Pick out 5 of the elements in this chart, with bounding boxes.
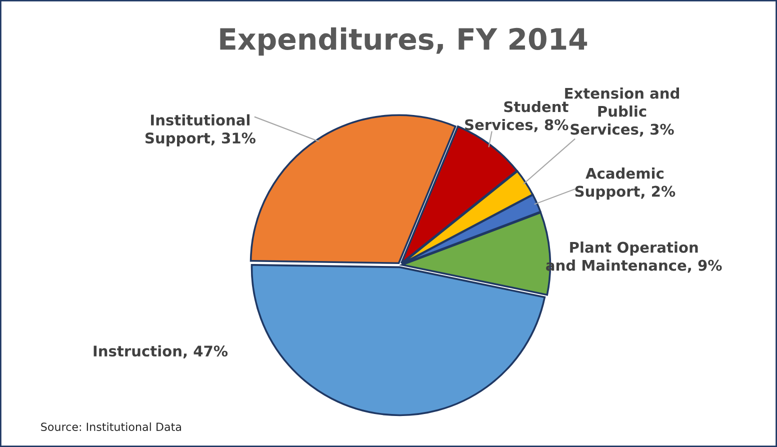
slice-label: Instruction, 47% xyxy=(94,345,228,358)
slice-label: Academic Support, 2% xyxy=(575,168,676,200)
source-note: Source: Institutional Data xyxy=(41,422,181,432)
slice-label: Institutional Support, 31% xyxy=(146,114,256,146)
chart-title: Expenditures, FY 2014 xyxy=(220,27,588,56)
